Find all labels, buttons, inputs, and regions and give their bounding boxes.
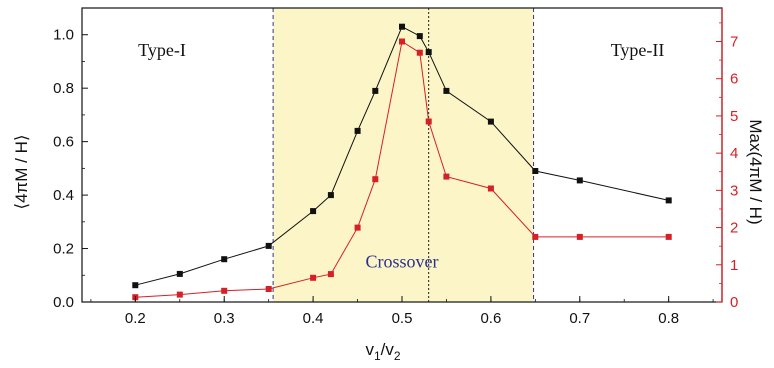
x-tick-label: 0.3 xyxy=(214,310,235,327)
y-axis-left-title: ⟨4πM / H⟩ xyxy=(12,134,31,209)
x-axis-title-v: v xyxy=(365,340,374,359)
x-axis-title-sub1: 1 xyxy=(374,349,381,363)
series-right-point xyxy=(327,271,334,278)
region-label-1: Type-I xyxy=(138,40,186,60)
y-right-tick-label: 7 xyxy=(730,33,738,50)
series-left-point xyxy=(487,118,494,125)
x-tick-label: 0.7 xyxy=(569,310,590,327)
series-left-point xyxy=(132,282,139,289)
y-axis-right-title: Max(4πM / H) xyxy=(746,119,765,224)
y-right-tick-label: 3 xyxy=(730,182,738,199)
series-left-point xyxy=(265,242,272,249)
axis-layer: 0.2 0.3 0.4 0.5 0.6 0.7 0.8 0.0 0.2 0.4 0.6 0.8 1.0 0… xyxy=(53,8,738,327)
y-right-tick-label: 1 xyxy=(730,257,738,274)
series-left-point xyxy=(221,256,228,263)
series-left-point xyxy=(310,208,317,215)
series-left-point xyxy=(425,49,432,56)
x-tick-label: 0.8 xyxy=(658,310,679,327)
x-axis-title-slash: / xyxy=(381,340,386,359)
y-left-tick-label: 0.4 xyxy=(53,187,74,204)
y-left-tick-label: 0.6 xyxy=(53,134,74,151)
background-layer xyxy=(273,8,534,302)
series-right-point xyxy=(372,176,379,183)
series-left-point xyxy=(443,87,450,94)
y-left-tick-label: 1.0 xyxy=(53,27,74,44)
y-right-tick-label: 5 xyxy=(730,108,738,125)
series-right-point xyxy=(416,49,423,56)
crossover-region xyxy=(273,8,534,302)
x-axis-title-sub2: 2 xyxy=(394,349,401,363)
series-left-point xyxy=(416,33,423,40)
region-label-3: Crossover xyxy=(366,251,439,271)
y-right-tick-label: 0 xyxy=(730,294,738,311)
y-left-tick-label: 0.0 xyxy=(53,294,74,311)
x-axis-title: v1/v2 xyxy=(365,340,400,363)
series-left-line xyxy=(135,26,669,286)
y-right-tick-label: 6 xyxy=(730,71,738,88)
series-layer xyxy=(132,23,672,301)
series-left-point xyxy=(327,192,334,199)
series-right-point xyxy=(576,233,583,240)
x-tick-label: 0.6 xyxy=(480,310,501,327)
y-right-tick-label: 4 xyxy=(730,145,738,162)
reference-lines: Type-I Type-II Crossover xyxy=(138,8,664,302)
series-right-point xyxy=(443,173,450,180)
x-tick-label: 0.4 xyxy=(303,310,324,327)
x-tick-label: 0.2 xyxy=(125,310,146,327)
y-right-tick-label: 2 xyxy=(730,220,738,237)
series-left-point xyxy=(399,23,405,30)
series-left-point xyxy=(532,168,539,174)
series-left-point xyxy=(665,197,672,204)
series-left-point xyxy=(576,177,583,184)
series-left-point xyxy=(176,270,183,277)
series-right-point xyxy=(665,233,672,240)
series-right-point xyxy=(487,185,494,192)
series-right-point xyxy=(310,274,317,281)
series-left-point xyxy=(372,87,379,94)
series-right-line xyxy=(135,40,669,298)
series-right-point xyxy=(176,291,183,298)
x-tick-label: 0.5 xyxy=(392,310,413,327)
x-axis-title-v2: v xyxy=(385,340,394,359)
series-right-point xyxy=(425,118,432,125)
y-left-tick-label: 0.8 xyxy=(53,80,74,97)
series-right-point xyxy=(399,38,405,45)
series-right-point xyxy=(265,286,272,292)
series-right-point xyxy=(354,224,361,231)
series-left-point xyxy=(354,127,361,134)
y-left-tick-label: 0.2 xyxy=(53,241,74,258)
series-right-point xyxy=(532,233,539,240)
series-right-point xyxy=(221,287,228,294)
region-label-2: Type-II xyxy=(611,40,665,60)
